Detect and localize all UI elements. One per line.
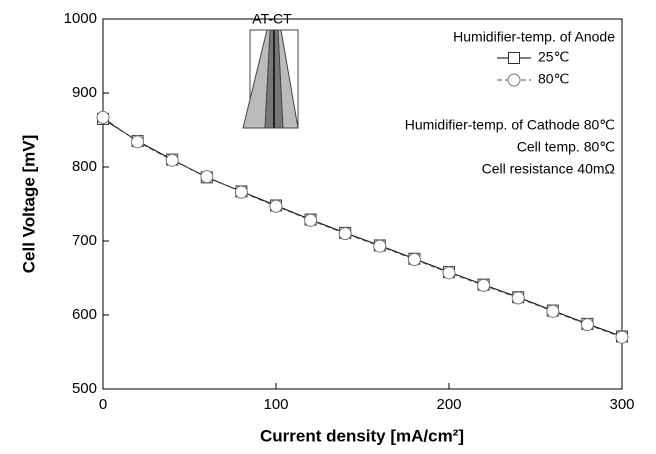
x-axis-label: Current density [mA/cm²] <box>260 426 464 445</box>
series-line <box>102 117 623 338</box>
marker <box>373 239 387 253</box>
marker <box>615 330 629 344</box>
y-tick-label: 500 <box>72 380 97 397</box>
y-tick-label: 600 <box>72 306 97 323</box>
y-tick-label: 700 <box>72 232 97 249</box>
marker <box>580 318 594 332</box>
legend-marker <box>507 73 521 87</box>
legend-label: 80℃ <box>538 71 569 87</box>
y-axis-label: Cell Voltage [mV] <box>19 135 38 274</box>
marker <box>131 135 145 149</box>
marker <box>546 304 560 318</box>
marker <box>165 153 179 167</box>
y-tick-label: 800 <box>72 158 97 175</box>
legend-marker <box>508 52 520 64</box>
marker <box>477 278 491 292</box>
legend-title: Humidifier-temp. of Anode <box>453 29 615 45</box>
annotation: Cell resistance 40mΩ <box>482 161 615 177</box>
legend-label: 25℃ <box>538 49 569 65</box>
marker <box>407 253 421 266</box>
marker <box>338 227 352 241</box>
marker <box>234 185 248 199</box>
annotation: Cell temp. 80℃ <box>517 139 615 155</box>
plot-frame <box>102 18 623 390</box>
marker <box>304 213 318 227</box>
marker <box>96 110 110 124</box>
x-tick-label: 0 <box>99 396 107 413</box>
y-tick-label: 900 <box>72 84 97 101</box>
y-tick-label: 1000 <box>64 10 97 27</box>
x-tick-label: 100 <box>263 396 288 413</box>
x-tick-label: 300 <box>609 396 634 413</box>
inset-diagram <box>242 29 299 129</box>
marker <box>269 199 283 213</box>
x-tick-label: 200 <box>436 396 461 413</box>
marker <box>511 291 525 305</box>
marker <box>442 266 456 280</box>
annotation: Humidifier-temp. of Cathode 80℃ <box>405 117 615 133</box>
marker <box>200 170 214 184</box>
